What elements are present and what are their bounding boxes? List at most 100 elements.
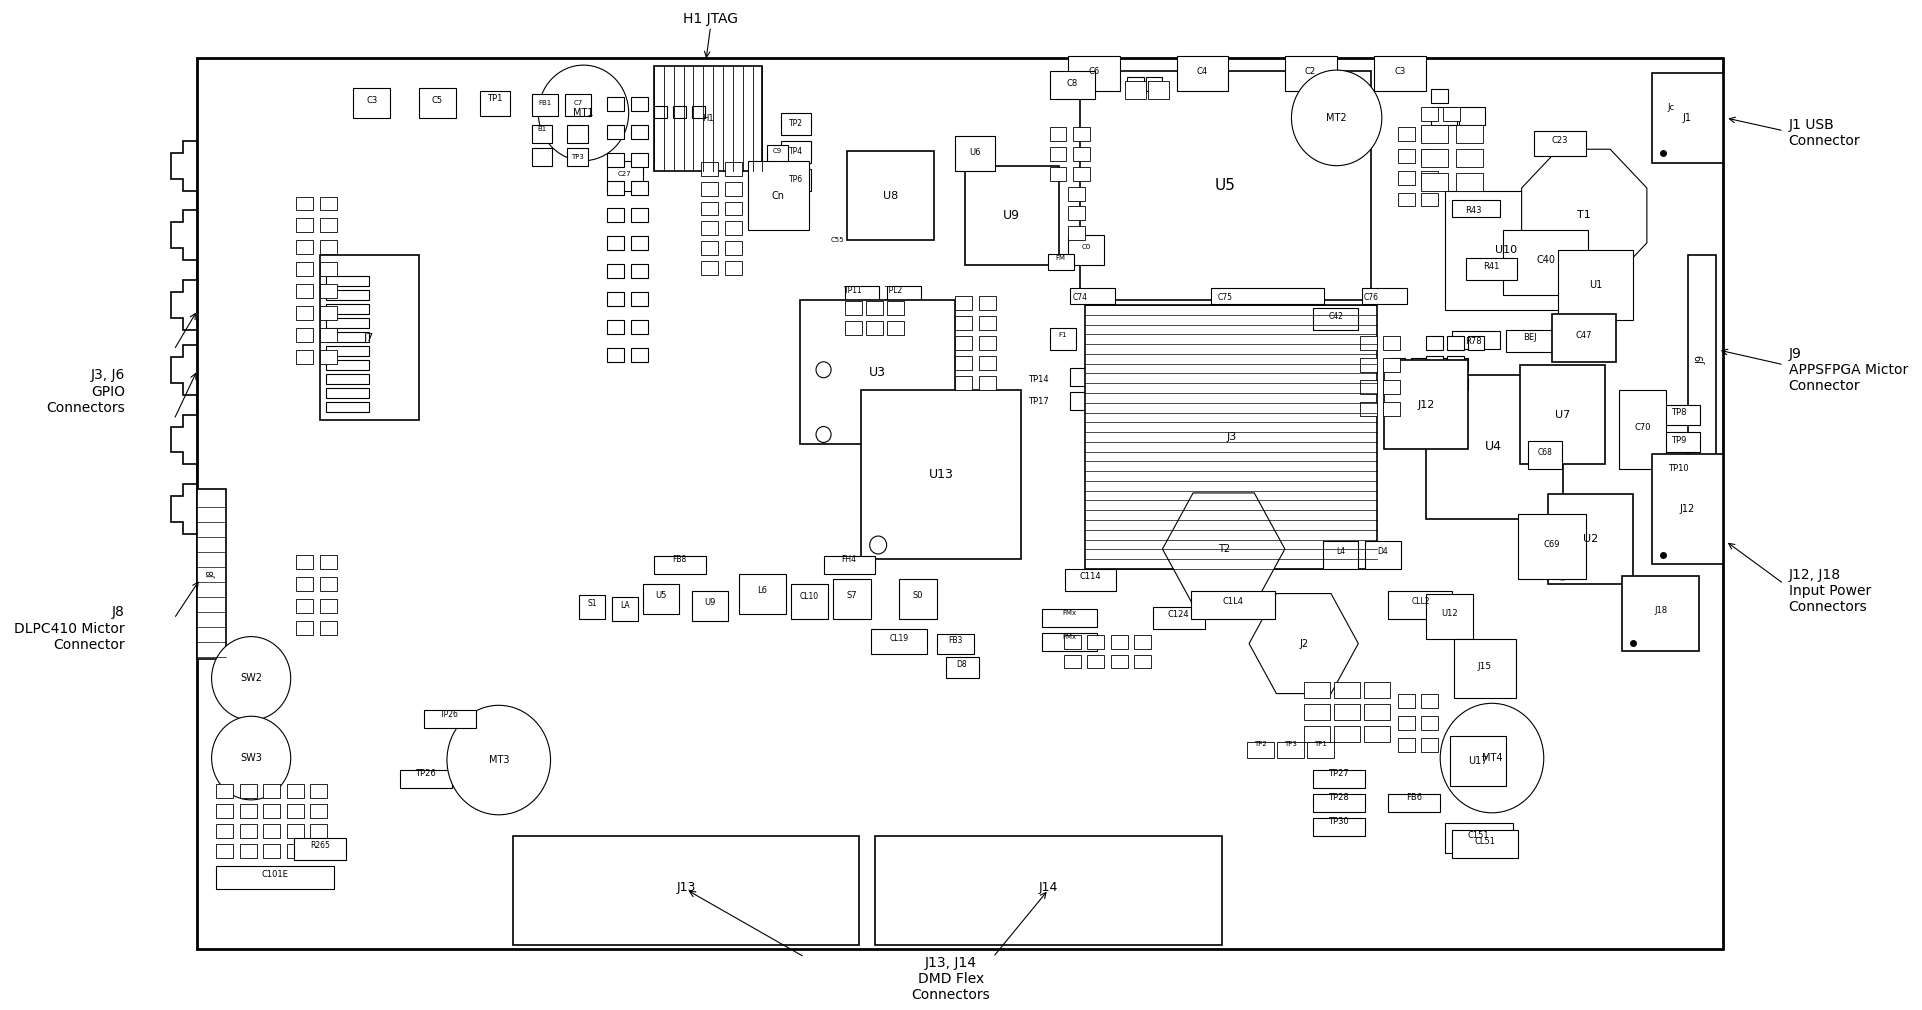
Bar — [1453, 358, 1468, 370]
Bar — [263, 804, 281, 818]
Circle shape — [538, 65, 628, 161]
Bar — [1334, 683, 1361, 698]
Bar — [1313, 770, 1365, 788]
Bar — [1422, 193, 1438, 206]
Bar — [1042, 609, 1097, 626]
Text: SW3: SW3 — [240, 753, 261, 764]
Text: L4: L4 — [1336, 547, 1345, 557]
Bar — [1303, 704, 1330, 720]
Bar — [1278, 742, 1303, 759]
Text: C2: C2 — [1305, 67, 1317, 76]
Bar — [607, 292, 625, 306]
Bar — [263, 784, 281, 798]
Bar — [1390, 358, 1405, 370]
Bar — [702, 221, 719, 235]
Circle shape — [1292, 70, 1382, 166]
Bar — [1361, 380, 1378, 394]
Bar — [702, 162, 719, 176]
Bar — [286, 784, 304, 798]
Bar — [955, 135, 996, 171]
Bar — [319, 577, 336, 591]
Text: LA: LA — [621, 601, 630, 610]
Bar — [240, 804, 258, 818]
Text: R78: R78 — [1465, 337, 1482, 346]
Bar — [1518, 514, 1586, 579]
Bar — [532, 94, 557, 116]
Bar — [1397, 716, 1415, 730]
Bar — [1072, 146, 1090, 161]
Bar — [1422, 127, 1438, 140]
Bar — [1365, 541, 1401, 569]
Text: TP17: TP17 — [1028, 397, 1049, 406]
Bar — [886, 301, 903, 315]
Bar — [607, 125, 625, 138]
Text: S0: S0 — [913, 591, 923, 600]
Bar — [319, 263, 336, 276]
Bar — [319, 349, 336, 364]
Bar — [875, 835, 1222, 945]
Text: R265: R265 — [309, 841, 331, 850]
Text: J9: J9 — [1697, 356, 1707, 365]
Bar — [1457, 148, 1482, 167]
Bar — [1688, 256, 1716, 465]
Text: C124: C124 — [1169, 610, 1190, 619]
Text: J1: J1 — [1682, 113, 1691, 123]
Bar — [217, 866, 334, 890]
Bar — [1657, 405, 1701, 424]
Text: TP3: TP3 — [571, 154, 584, 160]
Text: CL51: CL51 — [1474, 837, 1495, 846]
Text: R41: R41 — [1484, 262, 1499, 271]
Bar — [725, 182, 742, 196]
Bar — [1047, 255, 1074, 271]
Bar — [607, 161, 642, 191]
Bar — [1086, 305, 1378, 569]
Bar — [607, 97, 625, 111]
Bar — [607, 208, 625, 222]
Bar — [899, 579, 936, 619]
Bar — [1397, 694, 1415, 708]
Bar — [1520, 365, 1605, 465]
Bar — [565, 94, 592, 116]
Circle shape — [817, 426, 830, 442]
Text: C3: C3 — [1393, 67, 1405, 76]
Bar — [780, 169, 811, 191]
Bar — [1313, 818, 1365, 835]
Bar — [327, 360, 369, 370]
Text: C69: C69 — [1543, 539, 1561, 548]
Text: H1: H1 — [702, 114, 715, 123]
Bar — [294, 837, 346, 860]
Bar — [1069, 57, 1121, 91]
Bar — [1072, 167, 1090, 181]
Bar — [1080, 71, 1372, 300]
Text: C5: C5 — [432, 96, 444, 105]
Bar — [311, 824, 327, 837]
Bar — [1153, 607, 1205, 628]
Bar — [725, 221, 742, 235]
Bar — [673, 106, 686, 118]
Text: J8: J8 — [208, 570, 215, 578]
Bar — [1411, 358, 1426, 370]
Bar — [630, 153, 648, 167]
Text: D8: D8 — [957, 660, 967, 669]
Bar — [1447, 336, 1465, 349]
Bar — [1397, 738, 1415, 752]
Text: U1: U1 — [1589, 280, 1603, 290]
Bar — [1411, 378, 1426, 390]
Text: J3, J6
GPIO
Connectors: J3, J6 GPIO Connectors — [46, 369, 125, 415]
Bar — [607, 236, 625, 250]
Bar — [296, 306, 313, 320]
Bar — [240, 843, 258, 857]
Bar — [1422, 716, 1438, 730]
Text: TP9: TP9 — [1670, 436, 1686, 445]
Bar — [1361, 358, 1378, 372]
Text: J2: J2 — [1299, 638, 1309, 648]
Bar — [861, 390, 1021, 559]
Circle shape — [869, 536, 886, 553]
Bar — [1397, 171, 1415, 185]
Text: C70: C70 — [1634, 423, 1651, 432]
Bar — [1388, 794, 1440, 812]
Bar — [978, 316, 996, 330]
Bar — [1088, 654, 1103, 669]
Bar — [978, 296, 996, 310]
Bar — [630, 97, 648, 111]
